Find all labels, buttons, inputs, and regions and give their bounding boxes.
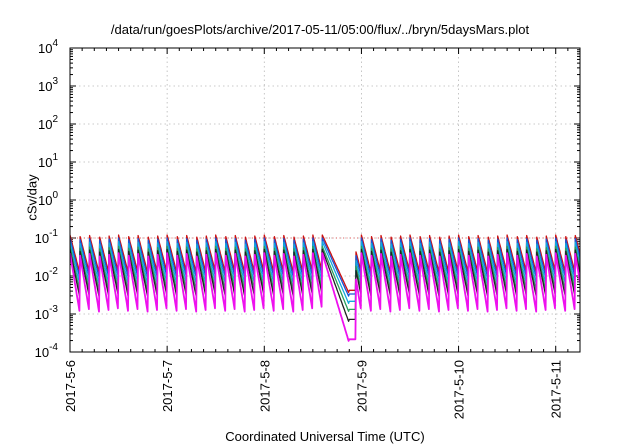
y-tick-label: 102: [38, 114, 58, 132]
series-line: [70, 237, 580, 297]
x-tick-label: 2017-5-10: [452, 360, 467, 419]
y-tick-label: 101: [38, 152, 58, 170]
y-axis-label: cSv/day: [24, 174, 40, 221]
chart-title: /data/run/goesPlots/archive/2017-05-11/0…: [110, 22, 530, 37]
x-tick-label: 2017-5-11: [549, 360, 564, 418]
x-tick-label: 2017-5-7: [160, 360, 175, 412]
plot-frame: [69, 47, 581, 353]
x-tick-label: 2017-5-8: [257, 360, 272, 412]
y-tick-label: 100: [38, 190, 58, 208]
y-tick-label: 10-2: [35, 266, 59, 284]
x-tick-label: 2017-5-9: [354, 360, 369, 412]
series-line: [70, 248, 580, 322]
y-tick-label: 10-3: [35, 304, 59, 322]
y-tick-label: 103: [38, 76, 58, 94]
series-line: [70, 252, 580, 342]
series-line: [70, 245, 580, 313]
x-axis-label: Coordinated Universal Time (UTC): [225, 429, 425, 444]
y-tick-label: 10-4: [35, 342, 59, 360]
series-line: [70, 241, 580, 305]
y-tick-label: 104: [38, 38, 58, 56]
x-tick-label: 2017-5-6: [63, 360, 78, 412]
series-line: [70, 234, 580, 294]
